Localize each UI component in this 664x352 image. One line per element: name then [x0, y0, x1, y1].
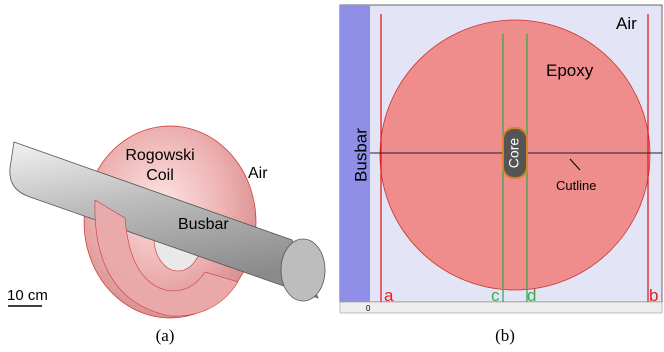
ruler-label: 0 [366, 304, 371, 313]
label: Epoxy [546, 61, 594, 80]
label: Coil [146, 167, 174, 184]
label: c [491, 286, 500, 305]
label: Air [616, 14, 637, 33]
caption: (b) [495, 326, 515, 345]
label: Air [248, 165, 268, 182]
label: Busbar [351, 128, 370, 182]
label: Busbar [178, 216, 229, 233]
panel-a: Rogowski Coil Air Busbar 10 cm (a) [7, 126, 325, 345]
caption: (a) [156, 326, 175, 345]
label: Cutline [556, 178, 596, 193]
label: d [527, 286, 536, 305]
label: b [649, 286, 658, 305]
scale-label: 10 cm [7, 287, 48, 304]
label: Core [506, 138, 522, 169]
panel-b: Core Cutline Epoxy Air Busbar 0 a b c d … [340, 5, 662, 345]
figure: Rogowski Coil Air Busbar 10 cm (a) Core … [0, 0, 664, 352]
label: Rogowski [125, 147, 194, 164]
label: a [384, 286, 394, 305]
busbar-end [281, 239, 325, 301]
